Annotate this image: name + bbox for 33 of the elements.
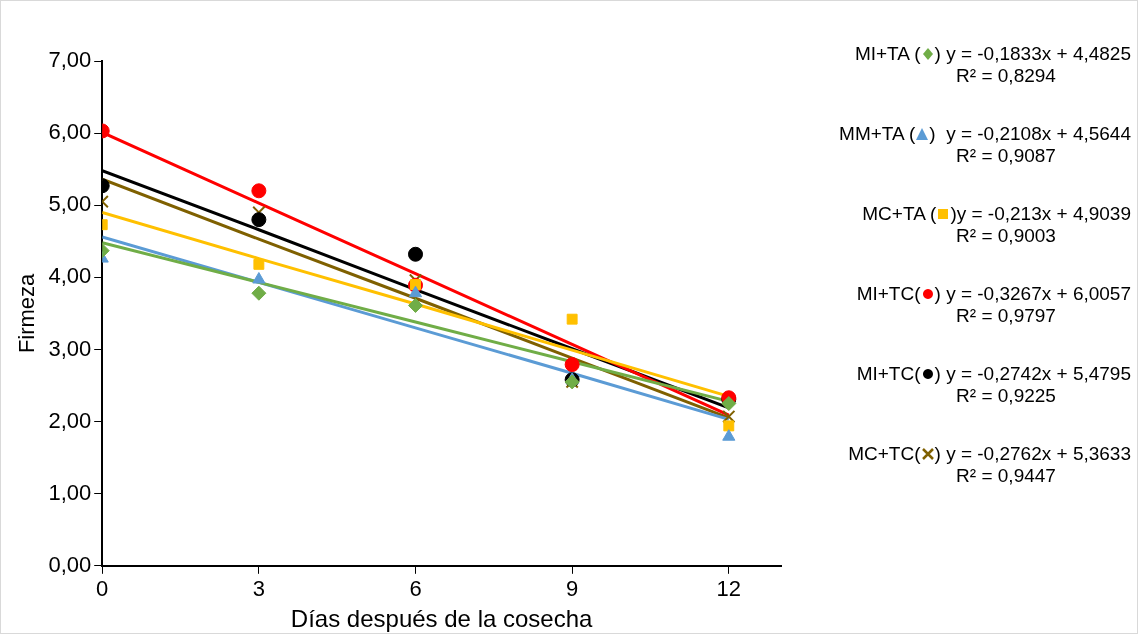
- y-tick-label: 6,00: [48, 119, 92, 145]
- text: R² = 0,9003: [955, 225, 1057, 247]
- text: R² = 0,9087: [955, 145, 1057, 167]
- legend-label: MM+TA (: [839, 123, 916, 144]
- text: )y = -0,213x + 4,9039: [950, 203, 1131, 224]
- y-tick-label: 5,00: [48, 191, 92, 217]
- y-tick-label: 3,00: [48, 335, 92, 361]
- text: ) y = -0,2742x + 5,4795: [934, 363, 1131, 384]
- legend-label: MI+TA (: [854, 43, 921, 64]
- x-tick-label: 0: [96, 576, 109, 602]
- text: R² = 0,9447: [955, 465, 1057, 487]
- x-tick-label: 6: [409, 576, 422, 602]
- text: R² = 0,8294: [955, 65, 1057, 87]
- legend-label: MI+TC(: [856, 363, 921, 384]
- x-axis-title: Días después de la cosecha: [290, 605, 594, 633]
- y-tick-label: 1,00: [48, 479, 92, 505]
- x-tick-label: 3: [252, 576, 265, 602]
- text: ) y = -0,3267x + 6,0057: [934, 283, 1131, 304]
- y-axis-title: Firmeza: [14, 272, 40, 354]
- text: ) y = -0,1833x + 4,4825: [934, 43, 1131, 64]
- text: ) y = -0,2762x + 5,3633: [934, 443, 1131, 464]
- text: R² = 0,9797: [955, 305, 1057, 327]
- y-tick-label: 2,00: [48, 407, 92, 433]
- legend-label: MC+TA (: [862, 203, 937, 224]
- x-tick-label: 9: [566, 576, 579, 602]
- text: ) y = -0,2108x + 4,5644: [929, 123, 1131, 144]
- legend-label: MC+TC(: [848, 443, 921, 464]
- y-tick-label: 4,00: [48, 263, 92, 289]
- y-tick-label: 7,00: [48, 47, 92, 73]
- text: R² = 0,9225: [955, 385, 1057, 407]
- legend-label: MI+TC(: [856, 283, 921, 304]
- y-tick-label: 0,00: [48, 551, 92, 577]
- x-tick-label: 12: [716, 576, 742, 602]
